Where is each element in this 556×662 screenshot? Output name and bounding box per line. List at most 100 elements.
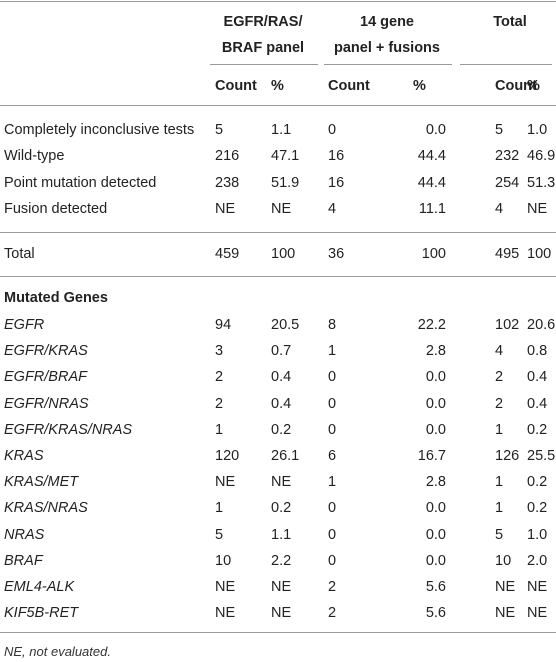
- cell: 0: [328, 552, 337, 569]
- cell: NE: [527, 605, 548, 622]
- cell: 5: [215, 526, 224, 543]
- cell: 1: [328, 474, 337, 491]
- cell: 2.8: [425, 474, 446, 491]
- cell: NE: [495, 605, 516, 622]
- column-group-header: EGFR/RAS/: [223, 14, 303, 30]
- cell: 1: [495, 421, 504, 438]
- cell: 25.5: [527, 448, 556, 464]
- cell: 254: [495, 174, 520, 191]
- row-label: Wild-type: [4, 148, 65, 165]
- column-group-header: Total: [493, 14, 527, 30]
- cell: 232: [495, 148, 520, 165]
- cell: 1: [215, 500, 224, 517]
- row-label: KRAS/MET: [4, 474, 79, 491]
- cell: 0.0: [425, 122, 446, 138]
- row-label: Total: [4, 246, 35, 262]
- cell: NE: [527, 579, 548, 595]
- row-label: EGFR/KRAS: [4, 343, 88, 360]
- cell: 8: [328, 317, 337, 333]
- column-subheader: %: [527, 78, 540, 94]
- header-rule: [0, 105, 556, 106]
- cell: 2: [215, 369, 224, 386]
- cell: 238: [215, 174, 240, 191]
- cell: 46.9: [527, 148, 556, 165]
- cell: NE: [271, 474, 292, 491]
- cell: 495: [495, 246, 520, 262]
- column-group-header: 14 gene: [360, 14, 414, 30]
- row-label: EGFR/BRAF: [4, 369, 87, 386]
- cell: NE: [215, 200, 236, 217]
- group-rule: [324, 64, 452, 65]
- cell: 100: [527, 246, 552, 262]
- cell: 0.2: [271, 500, 292, 517]
- cell: 44.4: [417, 174, 446, 191]
- cell: 2: [495, 369, 504, 386]
- group-rule: [460, 64, 552, 65]
- cell: 20.5: [271, 317, 300, 333]
- cell: 0.7: [271, 343, 292, 360]
- top-rule: [0, 1, 556, 2]
- cell: 22.2: [417, 317, 446, 333]
- cell: 0: [328, 421, 337, 438]
- cell: 0: [328, 395, 337, 412]
- cell: 20.6: [527, 317, 556, 333]
- cell: 5: [215, 122, 224, 138]
- column-group-header: panel + fusions: [334, 40, 440, 56]
- cell: 2.0: [527, 552, 548, 569]
- cell: 26.1: [271, 448, 300, 464]
- cell: 5.6: [425, 579, 446, 595]
- cell: 1.1: [271, 122, 292, 138]
- cell: 0.2: [527, 421, 548, 438]
- cell: 0: [328, 500, 337, 517]
- cell: 5.6: [425, 605, 446, 622]
- cell: 0.4: [271, 395, 292, 412]
- cell: 0.8: [527, 343, 548, 360]
- cell: NE: [271, 605, 292, 622]
- cell: 94: [215, 317, 232, 333]
- cell: 0: [328, 122, 337, 138]
- column-subheader: %: [413, 78, 426, 94]
- row-label: Completely inconclusive tests: [4, 122, 195, 138]
- cell: 5: [495, 122, 504, 138]
- cell: 0.0: [425, 421, 446, 438]
- cell: NE: [495, 579, 516, 595]
- row-label: EGFR/KRAS/NRAS: [4, 421, 133, 438]
- footnote: NE, not evaluated.: [4, 644, 111, 659]
- cell: 1.0: [527, 122, 548, 138]
- cell: 1: [328, 343, 337, 360]
- cell: 1.0: [527, 526, 548, 543]
- section-title: Mutated Genes: [4, 290, 108, 306]
- cell: 11.1: [418, 200, 446, 217]
- cell: 0: [328, 526, 337, 543]
- row-label: Fusion detected: [4, 200, 108, 217]
- cell: NE: [215, 579, 236, 595]
- cell: 1: [495, 500, 504, 517]
- cell: 102: [495, 317, 520, 333]
- row-label: KIF5B-RET: [4, 605, 79, 622]
- section-rule: [0, 232, 556, 233]
- row-label: NRAS: [4, 526, 45, 543]
- row-label: KRAS: [4, 448, 44, 464]
- cell: 2: [215, 395, 224, 412]
- section-rule: [0, 276, 556, 277]
- cell: 1.1: [271, 526, 292, 543]
- cell: 44.4: [417, 148, 446, 165]
- column-subheader: Count: [495, 78, 537, 94]
- group-rule: [210, 64, 318, 65]
- cell: 4: [328, 200, 337, 217]
- row-label: BRAF: [4, 552, 43, 569]
- cell: NE: [271, 200, 292, 217]
- cell: 0.2: [527, 500, 548, 517]
- cell: 6: [328, 448, 337, 464]
- column-subheader: Count: [215, 78, 257, 94]
- cell: 1: [215, 421, 224, 438]
- row-label: EGFR/NRAS: [4, 395, 89, 412]
- cell: 5: [495, 526, 504, 543]
- cell: 100: [271, 246, 296, 262]
- cell: 2: [495, 395, 504, 412]
- cell: 0.0: [425, 552, 446, 569]
- cell: 51.9: [271, 174, 300, 191]
- cell: 16.7: [417, 448, 446, 464]
- row-label: EML4-ALK: [4, 579, 75, 595]
- cell: NE: [215, 605, 236, 622]
